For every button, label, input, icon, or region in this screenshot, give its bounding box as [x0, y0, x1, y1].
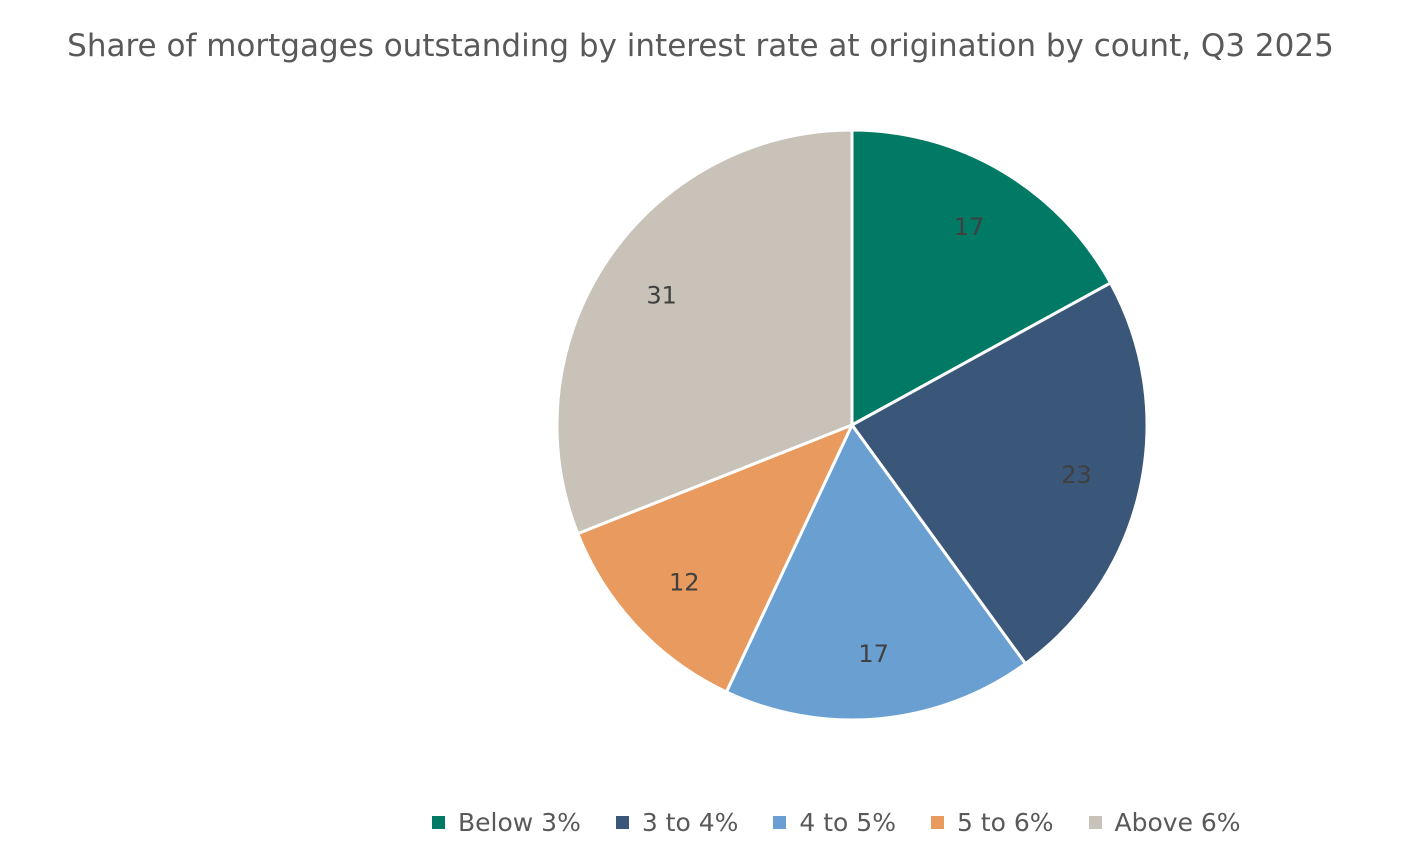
data-label-above-6pct: 31 — [646, 282, 677, 310]
data-label-4-to-5pct: 17 — [858, 640, 889, 668]
data-label-below-3pct: 17 — [954, 213, 985, 241]
legend-swatch — [615, 815, 629, 829]
chart-title: Share of mortgages outstanding by intere… — [67, 28, 1334, 64]
legend-label: 3 to 4% — [641, 807, 739, 837]
legend-label: Above 6% — [1114, 807, 1241, 837]
legend-label: Below 3% — [458, 807, 581, 837]
legend-item-below-3pct: Below 3% — [432, 808, 581, 837]
pie-data-labels: 17 23 17 12 31 — [646, 213, 1091, 668]
legend-swatch — [773, 815, 787, 829]
pie-slice-above-6pct — [555, 128, 854, 536]
legend-swatch — [432, 815, 445, 829]
pie-slice-5-to-6pct — [576, 423, 854, 694]
legend-label: 5 to 6% — [956, 807, 1054, 837]
data-label-5-to-6pct: 12 — [669, 569, 700, 597]
legend-label: 4 to 5% — [799, 807, 896, 837]
pie-slice-4-to-5pct — [724, 423, 1027, 722]
legend-item-above-6pct: Above 6% — [1088, 807, 1241, 837]
legend-swatch — [1088, 815, 1102, 829]
pie-slices — [555, 128, 1149, 722]
pie-slice-below-3pct — [850, 128, 1113, 427]
data-label-3-to-4pct: 23 — [1061, 461, 1092, 489]
legend-swatch — [930, 815, 944, 829]
chart-legend: Below 3% 3 to 4% 4 to 5% 5 to 6% Above 6% — [432, 804, 1241, 840]
pie-slice-3-to-4pct — [850, 281, 1149, 666]
legend-item-4-to-5pct: 4 to 5% — [773, 808, 896, 837]
legend-item-5-to-6pct: 5 to 6% — [930, 807, 1054, 837]
legend-item-3-to-4pct: 3 to 4% — [615, 807, 739, 837]
